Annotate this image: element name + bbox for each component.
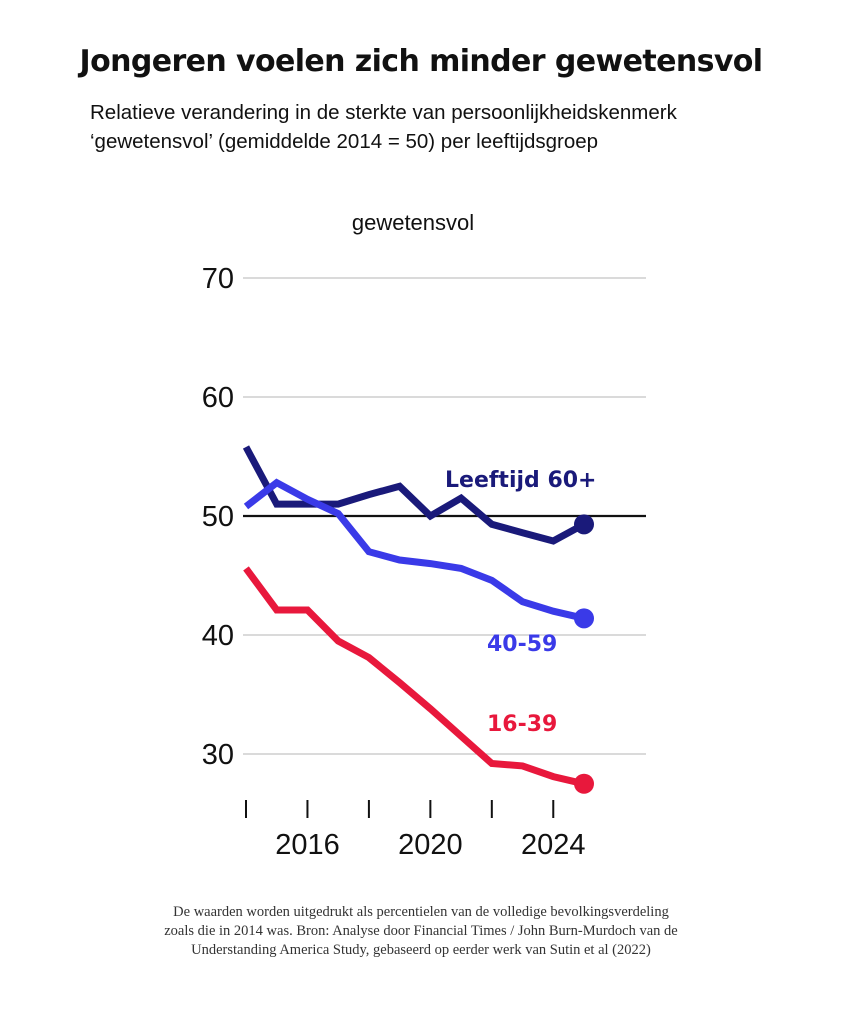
x-tick-label-2016: 2016 (275, 829, 340, 861)
source-footnote: De waarden worden uitgedrukt als percent… (0, 903, 842, 960)
footnote-line-1: De waarden worden uitgedrukt als percent… (173, 904, 669, 920)
x-tick-label-2020: 2020 (398, 829, 463, 861)
series-end-point-leeftijd-60 (574, 514, 594, 535)
footnote-line-2: zoals die in 2014 was. Bron: Analyse doo… (164, 923, 678, 939)
series-line-16-39 (243, 566, 585, 788)
y-axis-title: gewetensvol (352, 210, 474, 235)
line-chart: gewetensvol 30 40 50 60 70 2016 2020 2024 Leef… (202, 210, 646, 861)
y-tick-label-50: 50 (202, 501, 234, 533)
series-labels: Leeftijd 60+ 40-59 16-39 (445, 468, 597, 737)
series-line-leeftijd-60 (242, 445, 586, 545)
series-end-point-16-39 (574, 773, 594, 794)
subtitle-line-2: ‘gewetensvol’ (gemiddelde 2014 = 50) per… (90, 130, 599, 153)
y-tick-label-70: 70 (202, 263, 234, 295)
x-tick-label-2024: 2024 (521, 829, 586, 861)
chart-title: Jongeren voelen zich minder gewetensvol (79, 44, 764, 79)
series-label-40-59: 40-59 (487, 632, 557, 657)
series-lines (242, 445, 594, 794)
y-tick-label-60: 60 (202, 382, 234, 414)
x-axis-ticks: 2016 2020 2024 (245, 800, 586, 861)
subtitle-line-1: Relatieve verandering in de sterkte van … (90, 101, 677, 124)
y-tick-labels: 30 40 50 60 70 (202, 263, 234, 771)
series-end-point-40-59 (574, 608, 594, 629)
y-tick-label-30: 30 (202, 739, 234, 771)
chart-subtitle: Relatieve verandering in de sterkte van … (90, 98, 790, 156)
series-line-40-59 (243, 478, 585, 622)
gridlines (243, 277, 646, 755)
series-label-16-39: 16-39 (487, 712, 557, 737)
y-tick-label-40: 40 (202, 620, 234, 652)
series-label-leeftijd-60: Leeftijd 60+ (445, 468, 597, 493)
footnote-line-3: Understanding America Study, gebaseerd o… (191, 942, 651, 958)
